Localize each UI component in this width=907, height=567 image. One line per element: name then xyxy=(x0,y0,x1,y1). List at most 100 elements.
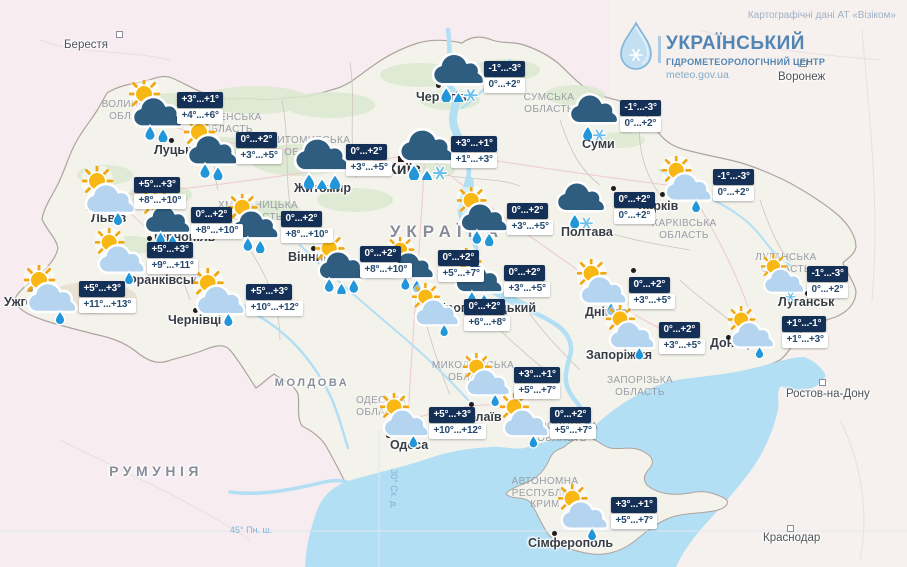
foreign-city-label: Ростов-на-Дону xyxy=(786,388,870,400)
city-dot-simferopol xyxy=(552,531,557,536)
poltava-night-temp: 0°...+2° xyxy=(614,192,655,208)
luhansk-temp-badge: -1°...-3° 0°...+2° xyxy=(807,266,849,298)
foreign-city-label: Воронеж xyxy=(778,71,826,83)
vinnytsia-day-temp: +8°...+10° xyxy=(360,262,412,278)
lviv-sun-rain-light-cloud-icon xyxy=(82,166,136,227)
logo-subtitle: ГІДРОМЕТЕОРОЛОГІЧНИЙ ЦЕНТР xyxy=(666,57,826,67)
meteo-gov-ua-link[interactable]: meteo.gov.ua xyxy=(666,69,729,81)
foreign-city-marker xyxy=(800,60,807,67)
odesa-day-temp: +10°...+12° xyxy=(429,423,487,439)
city-label-lutsk: Луцьк xyxy=(154,143,192,157)
kropyvnytskyi-night-temp: 0°...+2° xyxy=(464,299,505,315)
region-label: ЗАПОРІЗЬКА ОБЛАСТЬ xyxy=(607,375,673,398)
odesa-sun-rain-light-cloud-icon xyxy=(380,393,430,449)
kherson-night-temp: 0°...+2° xyxy=(550,407,591,423)
lutsk-temp-badge: +3°...+1° +4°...+6° xyxy=(177,92,224,124)
region-label-line: РЕСПУБЛІКА xyxy=(511,487,579,499)
city-center-east-day-temp: +3°...+5° xyxy=(504,281,551,297)
country-label-румунія: РУМУНІЯ xyxy=(109,463,203,479)
city-dot-chernivtsi xyxy=(193,308,198,313)
ternopil-temp-badge: 0°...+2° +8°...+10° xyxy=(191,207,243,239)
region-label-line: СУМСЬКА xyxy=(523,92,575,103)
lviv-temp-badge: +5°...+3° +8°...+10° xyxy=(134,177,186,209)
simferopol-sun-rain-light-cloud-icon xyxy=(558,484,609,542)
cherkasy-sun-rain-dark-cloud-icon xyxy=(457,187,509,246)
donetsk-day-temp: +1°...+3° xyxy=(782,332,829,348)
chernihiv-rain-dark-cloud-icon xyxy=(432,52,485,102)
logo-divider xyxy=(658,36,661,63)
city-dot-kharkiv xyxy=(660,192,665,197)
region-label: АВТОНОМНА РЕСПУБЛІКА КРИМ xyxy=(512,476,579,511)
chernihiv-night-temp: -1°...-3° xyxy=(484,61,526,77)
chernivtsi-day-temp: +10°...+12° xyxy=(246,300,304,316)
dnipro-day-temp: +3°...+5° xyxy=(629,293,676,309)
lutsk-sun-rain-dark-cloud-icon xyxy=(129,80,184,142)
rivne-night-temp: 0°...+2° xyxy=(236,132,277,148)
dnipro-night-temp: 0°...+2° xyxy=(629,277,670,293)
ivano-frankivsk-sun-rain-light-cloud-icon xyxy=(95,228,146,286)
uzhhorod-sun-rain-light-cloud-icon xyxy=(24,265,78,326)
city-label-ivano-frankivsk: Франківськ xyxy=(126,273,197,287)
mykolaiv-sun-rain-light-cloud-icon xyxy=(463,353,511,408)
city-dot-vinnytsia xyxy=(311,246,316,251)
chernivtsi-sun-rain-light-cloud-icon xyxy=(193,268,246,328)
city-dot-dnipro xyxy=(631,268,636,273)
city-label-chernivtsi: Чернівці xyxy=(168,313,222,327)
luhansk-sun-rain-light-cloud-icon xyxy=(761,254,806,302)
kherson-temp-badge: 0°...+2° +5°...+7° xyxy=(550,407,597,439)
donetsk-temp-badge: +1°...-1° +1°...+3° xyxy=(782,316,829,348)
lviv-day-temp: +8°...+10° xyxy=(134,193,186,209)
region-label: РІВНЕНСЬКА ОБЛАСТЬ xyxy=(194,112,262,135)
country-label-молдова: МОЛДОВА xyxy=(274,377,350,389)
region-label-line: ЗАПОРІЗЬКА xyxy=(606,375,674,386)
kharkiv-night-temp: -1°...-3° xyxy=(713,169,755,185)
map-attribution: Картографічні дані АТ «Візіком» xyxy=(747,10,896,21)
foreign-city-label: Берестя xyxy=(64,39,108,51)
region-label-line: ОБЛАСТЬ xyxy=(524,103,574,115)
capital-marker-kyiv xyxy=(398,156,404,162)
odesa-night-temp: +5°...+3° xyxy=(429,407,476,423)
poltava-day-temp: 0°...+2° xyxy=(614,208,655,224)
lutsk-day-temp: +4°...+6° xyxy=(177,108,224,124)
luhansk-night-temp: -1°...-3° xyxy=(807,266,849,282)
zaporizhzhia-temp-badge: 0°...+2° +3°...+5° xyxy=(659,322,706,354)
mykolaiv-night-temp: +3°...+1° xyxy=(514,367,561,383)
uzhhorod-night-temp: +5°...+3° xyxy=(79,281,126,297)
foreign-city-marker xyxy=(787,525,794,532)
donetsk-sun-rain-light-cloud-icon xyxy=(728,306,776,360)
khmelnytskyi-day-temp: +8°...+10° xyxy=(281,227,333,243)
kropyvnytskyi-day-temp: +6°...+8° xyxy=(464,315,511,331)
kyiv-rain-dark-cloud-icon xyxy=(399,127,455,180)
poltava-temp-badge: 0°...+2° 0°...+2° xyxy=(614,192,655,224)
simferopol-night-temp: +3°...+1° xyxy=(611,497,658,513)
luhansk-day-temp: 0°...+2° xyxy=(807,282,848,298)
foreign-city-marker xyxy=(819,379,826,386)
zaporizhzhia-night-temp: 0°...+2° xyxy=(659,322,700,338)
dnipro-temp-badge: 0°...+2° +3°...+5° xyxy=(629,277,676,309)
zaporizhzhia-sun-rain-light-cloud-icon xyxy=(606,305,656,361)
lviv-night-temp: +5°...+3° xyxy=(134,177,181,193)
logo-title: УКРАЇНСЬКИЙ xyxy=(666,33,805,54)
region-label-line: РІВНЕНСЬКА xyxy=(194,112,262,123)
city-center-east-temp-badge: 0°...+2° +3°...+5° xyxy=(504,265,551,297)
sumy-temp-badge: -1°...-3° 0°...+2° xyxy=(620,100,662,132)
region-label-line: ОБЛАСТЬ xyxy=(615,386,665,398)
region-label-line: АВТОНОМНА xyxy=(511,476,579,487)
rivne-day-temp: +3°...+5° xyxy=(236,148,283,164)
chernivtsi-temp-badge: +5°...+3° +10°...+12° xyxy=(246,284,304,316)
region-label: ХАРКІВСЬКА ОБЛАСТЬ xyxy=(651,218,716,241)
poltava-rain-dark-cloud-icon xyxy=(556,181,606,228)
simferopol-day-temp: +5°...+7° xyxy=(611,513,658,529)
ivano-frankivsk-day-temp: +9°...+11° xyxy=(147,258,199,274)
kyiv-temp-badge: +3°...+1° +1°...+3° xyxy=(451,136,498,168)
kropyvnytskyi-sun-rain-light-cloud-icon xyxy=(412,283,460,338)
chernivtsi-night-temp: +5°...+3° xyxy=(246,284,293,300)
zhytomyr-day-temp: +3°...+5° xyxy=(346,160,393,176)
rivne-sun-rain-dark-cloud-icon xyxy=(184,118,239,180)
foreign-city-label: Краснодар xyxy=(763,532,821,544)
city-dot-chernihiv xyxy=(436,83,441,88)
city-dot-ternopil xyxy=(147,236,152,241)
region-label-line: КРИМ xyxy=(530,499,560,510)
region-label-line: ЛУГАНСЬКА xyxy=(755,252,817,263)
region-label-line: ХМЕЛЬНИЦЬКА xyxy=(217,200,299,211)
